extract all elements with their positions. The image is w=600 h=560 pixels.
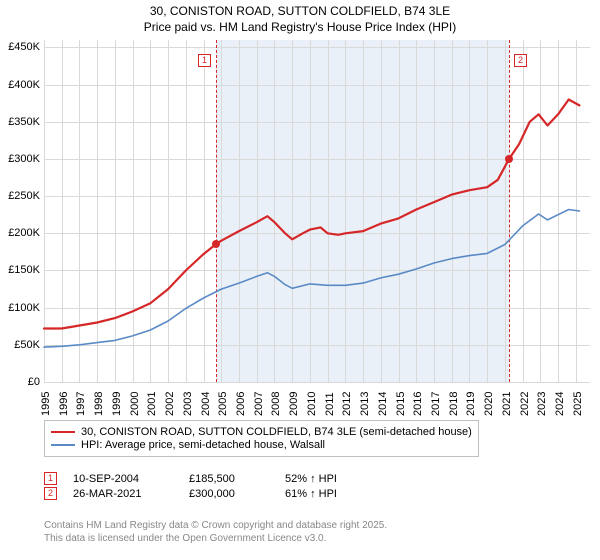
x-tick-label: 2020 — [483, 392, 495, 416]
x-tick-label: 2022 — [519, 392, 531, 416]
plot-area: £0£50K£100K£150K£200K£250K£300K£350K£400… — [44, 40, 590, 382]
annotation-table: 1 10-SEP-2004 £185,500 52% ↑ HPI 2 26-MAR-202… — [44, 470, 375, 502]
x-tick-label: 1997 — [75, 392, 87, 416]
x-tick-label: 2024 — [554, 392, 566, 416]
annotation-date: 26-MAR-2021 — [73, 488, 173, 500]
x-tick-label: 2013 — [359, 392, 371, 416]
x-tick-label: 2009 — [288, 392, 300, 416]
y-tick-label: £350K — [8, 116, 44, 128]
legend-label: HPI: Average price, semi-detached house,… — [81, 439, 325, 451]
footer-attribution: Contains HM Land Registry data © Crown c… — [44, 520, 387, 545]
x-tick-label: 2021 — [501, 392, 513, 416]
x-tick-label: 2006 — [235, 392, 247, 416]
footer-line2: This data is licensed under the Open Gov… — [44, 533, 387, 546]
legend: 30, CONISTON ROAD, SUTTON COLDFIELD, B74… — [44, 420, 479, 457]
chart-title-line1: 30, CONISTON ROAD, SUTTON COLDFIELD, B74… — [0, 4, 600, 18]
annotation-row: 1 10-SEP-2004 £185,500 52% ↑ HPI — [44, 472, 375, 485]
y-tick-label: £400K — [8, 79, 44, 91]
annotation-marker: 2 — [44, 487, 57, 500]
x-tick-label: 2005 — [217, 392, 229, 416]
x-tick-label: 2004 — [200, 392, 212, 416]
y-tick-label: £0 — [28, 376, 44, 388]
annotation-price: £300,000 — [189, 488, 269, 500]
chart-title-line2: Price paid vs. HM Land Registry's House … — [0, 20, 600, 34]
x-tick-label: 2008 — [270, 392, 282, 416]
footer-line1: Contains HM Land Registry data © Crown c… — [44, 520, 387, 533]
x-tick-label: 2011 — [324, 392, 336, 416]
x-tick-label: 1995 — [40, 392, 52, 416]
x-tick-label: 1999 — [111, 392, 123, 416]
x-tick-label: 2001 — [146, 392, 158, 416]
x-tick-label: 2023 — [536, 392, 548, 416]
y-tick-label: £450K — [8, 41, 44, 53]
annotation-row: 2 26-MAR-2021 £300,000 61% ↑ HPI — [44, 487, 375, 500]
legend-item: 30, CONISTON ROAD, SUTTON COLDFIELD, B74… — [51, 426, 472, 438]
annotation-price: £185,500 — [189, 473, 269, 485]
annotation-delta: 52% ↑ HPI — [285, 473, 375, 485]
x-tick-label: 2007 — [253, 392, 265, 416]
x-tick-label: 2012 — [341, 392, 353, 416]
series-svg — [44, 40, 590, 382]
x-tick-label: 2016 — [412, 392, 424, 416]
annotation-date: 10-SEP-2004 — [73, 473, 173, 485]
legend-swatch — [51, 431, 75, 433]
x-tick-label: 2010 — [306, 392, 318, 416]
y-tick-label: £50K — [14, 339, 44, 351]
x-tick-label: 1998 — [93, 392, 105, 416]
x-tick-label: 2014 — [377, 392, 389, 416]
x-tick-label: 2002 — [164, 392, 176, 416]
y-tick-label: £150K — [8, 264, 44, 276]
x-tick-label: 2003 — [182, 392, 194, 416]
x-tick-label: 2019 — [465, 392, 477, 416]
y-tick-label: £250K — [8, 190, 44, 202]
legend-swatch — [51, 444, 75, 446]
x-tick-label: 2015 — [395, 392, 407, 416]
annotation-delta: 61% ↑ HPI — [285, 488, 375, 500]
y-tick-label: £200K — [8, 227, 44, 239]
legend-item: HPI: Average price, semi-detached house,… — [51, 439, 472, 451]
series-line-0 — [44, 100, 579, 329]
x-tick-label: 1996 — [58, 392, 70, 416]
x-tick-label: 2025 — [572, 392, 584, 416]
y-tick-label: £300K — [8, 153, 44, 165]
x-tick-label: 2018 — [448, 392, 460, 416]
x-tick-label: 2017 — [430, 392, 442, 416]
x-tick-label: 2000 — [129, 392, 141, 416]
gridline-h — [44, 382, 590, 383]
y-tick-label: £100K — [8, 302, 44, 314]
legend-label: 30, CONISTON ROAD, SUTTON COLDFIELD, B74… — [81, 426, 472, 438]
annotation-marker: 1 — [44, 472, 57, 485]
figure: 30, CONISTON ROAD, SUTTON COLDFIELD, B74… — [0, 0, 600, 560]
